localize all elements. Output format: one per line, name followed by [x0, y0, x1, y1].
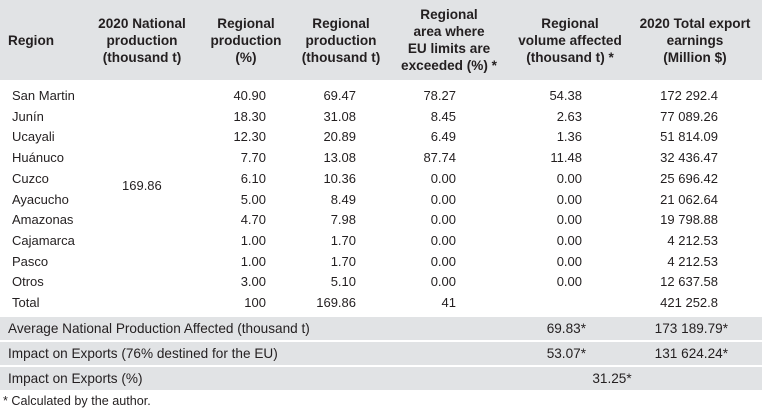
table-cell-volume: 0.00 — [556, 170, 582, 186]
table-cell-area: 6.49 — [430, 129, 456, 145]
table-cell-pct: 40.90 — [233, 88, 266, 103]
table-cell-area: 0.00 — [430, 191, 456, 207]
table-cell-pct: 6.10 — [240, 170, 266, 186]
footnote: * Calculated by the author. — [3, 394, 151, 408]
table-cell-earnings: 421 252.8 — [660, 295, 718, 310]
table-cell-area: 41 — [441, 295, 456, 310]
header-regional-thousand: Regional production (thousand t) — [301, 15, 381, 65]
table-cell-area: 78.27 — [423, 88, 456, 103]
table-cell-thousand: 31.08 — [323, 108, 356, 124]
table-cell-area: 87.74 — [423, 150, 456, 166]
table-cell-area: 0.00 — [430, 253, 456, 269]
table-cell-region: Amazonas — [12, 212, 74, 228]
table-cell-pct: 1.00 — [240, 253, 266, 269]
table-cell-volume: 0.00 — [556, 232, 582, 248]
table-cell-region: Otros — [12, 274, 44, 290]
table-cell-thousand: 7.98 — [330, 212, 356, 228]
national-production-value: 169.86 — [122, 178, 162, 193]
summary-row-avg — [0, 317, 762, 340]
summary-divider — [0, 340, 762, 342]
table-cell-pct: 5.00 — [240, 191, 266, 207]
table-cell-pct: 100 — [244, 295, 266, 310]
table-cell-volume: 0.00 — [556, 253, 582, 269]
table-cell-region: Cuzco — [12, 170, 49, 186]
summary-avg-volume: 69.83* — [546, 321, 586, 336]
table-cell-earnings: 32 436.47 — [660, 150, 718, 166]
summary-pct-label: Impact on Exports (%) — [8, 371, 143, 386]
table-header — [0, 0, 762, 80]
table-cell-thousand: 20.89 — [323, 129, 356, 145]
table-cell-region: Ucayali — [12, 129, 55, 145]
header-export-earnings: 2020 Total export earnings (Million $) — [639, 15, 751, 65]
table-cell-pct: 7.70 — [240, 150, 266, 166]
table-cell-earnings: 12 637.58 — [660, 274, 718, 290]
header-region: Region — [8, 32, 55, 48]
table-cell-earnings: 19 798.88 — [660, 212, 718, 228]
header-volume-affected: Regional volume affected (thousand t) * — [518, 15, 622, 65]
summary-exports-volume: 53.07* — [546, 346, 586, 361]
table-cell-thousand: 169.86 — [316, 295, 356, 310]
table-cell-region: Junín — [12, 108, 44, 124]
table-cell-region: Cajamarca — [12, 232, 75, 248]
table-cell-volume: 0.00 — [556, 274, 582, 290]
table-cell-region: San Martin — [12, 88, 75, 103]
summary-row-exports — [0, 342, 762, 365]
table-cell-region: Pasco — [12, 253, 49, 269]
table-cell-area: 0.00 — [430, 170, 456, 186]
table-cell-area: 0.00 — [430, 232, 456, 248]
table-cell-area: 8.45 — [430, 108, 456, 124]
summary-exports-label: Impact on Exports (76% destined for the … — [8, 346, 278, 361]
table-cell-pct: 18.30 — [233, 108, 266, 124]
table-cell-volume: 0.00 — [556, 191, 582, 207]
table-cell-pct: 1.00 — [240, 232, 266, 248]
table-cell-region: Total — [12, 295, 40, 310]
summary-exports-earnings: 131 624.24* — [654, 346, 728, 361]
table-cell-pct: 4.70 — [240, 212, 266, 228]
table-cell-pct: 12.30 — [233, 129, 266, 145]
table-cell-thousand: 69.47 — [323, 88, 356, 103]
table-cell-earnings: 4 212.53 — [667, 232, 718, 248]
table-cell-earnings: 77 089.26 — [660, 108, 718, 124]
header-national-production: 2020 National production (thousand t) — [98, 15, 186, 65]
header-area-exceeded: Regional area where EU limits are exceeded … — [401, 7, 497, 73]
table-cell-volume: 54.38 — [549, 88, 582, 103]
table-cell-earnings: 4 212.53 — [667, 253, 718, 269]
table-cell-area: 0.00 — [430, 212, 456, 228]
table-cell-thousand: 13.08 — [323, 150, 356, 166]
table-cell-thousand: 1.70 — [330, 232, 356, 248]
table-cell-thousand: 1.70 — [330, 253, 356, 269]
table-cell-volume: 0.00 — [556, 212, 582, 228]
summary-row-pct — [0, 367, 762, 390]
summary-avg-earnings: 173 189.79* — [654, 321, 728, 336]
table-cell-earnings: 25 696.42 — [660, 170, 718, 186]
table-cell-volume: 11.48 — [550, 150, 582, 166]
table-cell-pct: 3.00 — [240, 274, 266, 290]
table-cell-volume: 1.36 — [556, 129, 582, 145]
table-cell-volume — [530, 295, 582, 311]
table-cell-area: 0.00 — [430, 274, 456, 290]
summary-pct-value: 31.25* — [592, 371, 632, 386]
header-regional-pct: Regional production (%) — [210, 15, 282, 65]
table-cell-region: Ayacucho — [12, 191, 69, 207]
table-cell-volume: 2.63 — [556, 108, 582, 124]
table-cell-thousand: 5.10 — [330, 274, 356, 290]
table-cell-earnings: 51 814.09 — [660, 129, 718, 145]
summary-divider — [0, 365, 762, 367]
table-cell-thousand: 8.49 — [330, 191, 356, 207]
table-cell-thousand: 10.36 — [323, 170, 356, 186]
table-cell-earnings: 21 062.64 — [660, 191, 718, 207]
table-cell-region: Huánuco — [12, 150, 65, 166]
table-cell-earnings: 172 292.4 — [660, 88, 718, 103]
summary-avg-label: Average National Production Affected (th… — [8, 321, 310, 336]
